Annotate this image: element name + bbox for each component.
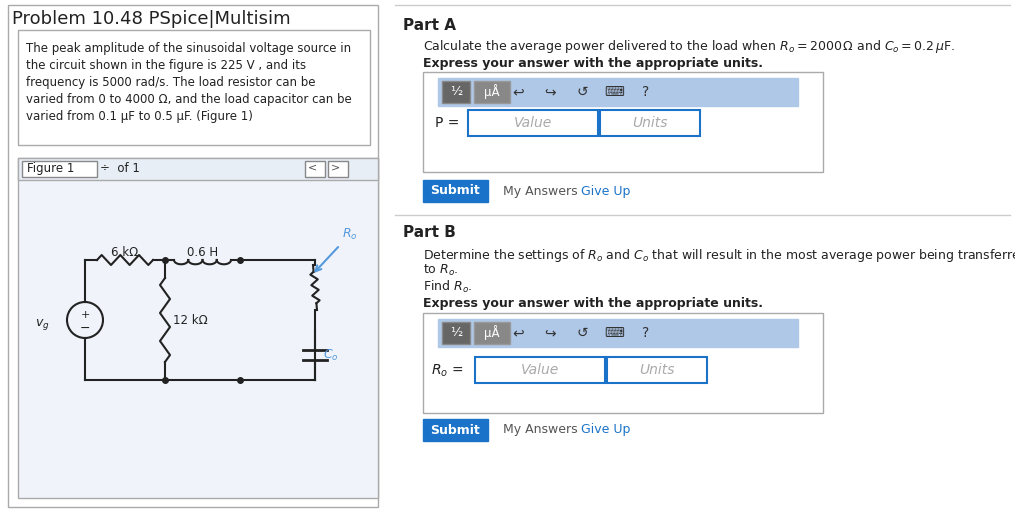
Bar — [423, 72, 823, 172]
Text: P =: P = — [435, 116, 460, 130]
Text: Submit: Submit — [430, 184, 480, 198]
Bar — [18, 158, 378, 180]
Text: Units: Units — [639, 363, 675, 377]
Bar — [423, 419, 488, 441]
Text: $R_o$: $R_o$ — [342, 227, 357, 242]
Bar — [18, 158, 378, 498]
Text: varied from 0.1 μF to 0.5 μF. (Figure 1): varied from 0.1 μF to 0.5 μF. (Figure 1) — [26, 110, 253, 123]
Text: Figure 1: Figure 1 — [27, 162, 74, 175]
Text: the circuit shown in the figure is 225 V , and its: the circuit shown in the figure is 225 V… — [26, 59, 307, 72]
Text: Problem 10.48 PSpice|Multisim: Problem 10.48 PSpice|Multisim — [12, 10, 290, 28]
Text: to $R_o$.: to $R_o$. — [423, 263, 459, 278]
Bar — [442, 81, 470, 103]
Text: 6 kΩ: 6 kΩ — [112, 246, 139, 259]
Text: Express your answer with the appropriate units.: Express your answer with the appropriate… — [423, 297, 763, 310]
Text: ?: ? — [642, 326, 650, 340]
Text: $v_g$: $v_g$ — [36, 317, 50, 332]
Bar — [600, 110, 700, 136]
Text: −: − — [80, 322, 90, 334]
Text: ⌨: ⌨ — [604, 326, 624, 340]
Bar — [328, 161, 348, 177]
Text: ↺: ↺ — [577, 326, 588, 340]
Text: Give Up: Give Up — [581, 184, 630, 198]
Bar — [474, 322, 510, 344]
Text: Part A: Part A — [403, 18, 456, 33]
Text: Determine the settings of $R_o$ and $C_o$ that will result in the most average p: Determine the settings of $R_o$ and $C_o… — [423, 247, 1015, 264]
Text: Units: Units — [632, 116, 668, 130]
Text: Part B: Part B — [403, 225, 456, 240]
Text: ↺: ↺ — [577, 85, 588, 99]
Bar — [8, 5, 378, 507]
Text: ↪: ↪ — [544, 85, 556, 99]
Text: ½: ½ — [450, 327, 462, 339]
Text: ½: ½ — [450, 86, 462, 98]
Text: ↩: ↩ — [513, 326, 524, 340]
Text: ⌨: ⌨ — [604, 85, 624, 99]
Text: frequency is 5000 rad/s. The load resistor can be: frequency is 5000 rad/s. The load resist… — [26, 76, 316, 89]
Bar — [22, 161, 97, 177]
Bar — [304, 161, 325, 177]
Text: Value: Value — [514, 116, 552, 130]
Text: +: + — [80, 310, 89, 320]
Bar — [442, 322, 470, 344]
Text: Calculate the average power delivered to the load when $R_o = 2000\,\Omega$ and : Calculate the average power delivered to… — [423, 38, 955, 55]
Text: The peak amplitude of the sinusoidal voltage source in: The peak amplitude of the sinusoidal vol… — [26, 42, 351, 55]
Text: Submit: Submit — [430, 423, 480, 437]
Text: My Answers: My Answers — [503, 184, 578, 198]
Bar — [474, 81, 510, 103]
Text: μÅ: μÅ — [484, 326, 499, 340]
Bar — [423, 180, 488, 202]
Text: ↪: ↪ — [544, 326, 556, 340]
Text: $C_o$: $C_o$ — [323, 348, 339, 362]
Bar — [438, 78, 798, 106]
Bar — [475, 357, 605, 383]
Bar — [607, 357, 707, 383]
Text: ↩: ↩ — [513, 85, 524, 99]
Text: My Answers: My Answers — [503, 423, 578, 437]
Text: 0.6 H: 0.6 H — [187, 246, 218, 259]
Text: 12 kΩ: 12 kΩ — [173, 313, 208, 327]
Text: <: < — [308, 162, 318, 172]
Bar — [423, 313, 823, 413]
Text: ÷  of 1: ÷ of 1 — [100, 162, 140, 175]
Text: Find $R_o$.: Find $R_o$. — [423, 279, 473, 295]
Text: >: > — [331, 162, 340, 172]
Bar — [468, 110, 598, 136]
Text: varied from 0 to 4000 Ω, and the load capacitor can be: varied from 0 to 4000 Ω, and the load ca… — [26, 93, 352, 106]
Bar — [438, 319, 798, 347]
Text: Express your answer with the appropriate units.: Express your answer with the appropriate… — [423, 57, 763, 70]
Bar — [18, 30, 370, 145]
Text: Give Up: Give Up — [581, 423, 630, 437]
Text: μÅ: μÅ — [484, 84, 499, 99]
Text: ?: ? — [642, 85, 650, 99]
Text: Value: Value — [521, 363, 559, 377]
Text: $R_o$ =: $R_o$ = — [431, 363, 464, 379]
